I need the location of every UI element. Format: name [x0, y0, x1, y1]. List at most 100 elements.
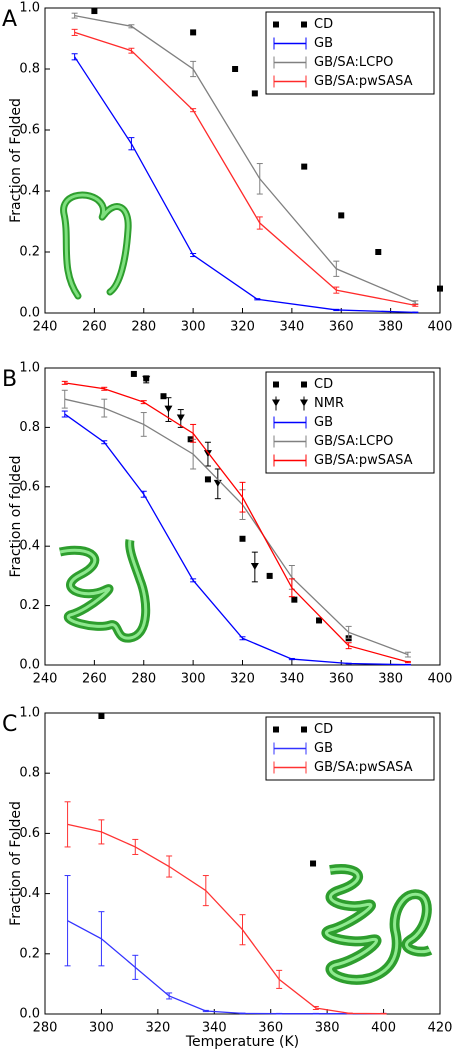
error-bar	[404, 663, 411, 666]
legend-label: CD	[314, 722, 333, 737]
error-bar	[61, 380, 68, 385]
y-tick-label: 0.0	[19, 306, 40, 321]
y-tick-label: 0.2	[19, 946, 40, 961]
series-line	[64, 413, 408, 666]
data-point	[164, 405, 173, 413]
x-tick-label: 300	[89, 1021, 114, 1036]
y-tick-label: 0.8	[19, 766, 40, 781]
error-bar	[132, 954, 139, 980]
error-bar	[190, 578, 197, 583]
error-bar	[404, 660, 411, 664]
error-bar	[254, 298, 261, 301]
x-tick-label: 300	[181, 320, 206, 335]
y-tick-label: 0.2	[19, 598, 40, 613]
y-tick-label: 1.0	[19, 361, 40, 376]
y-axis-label: Fraction of folded	[8, 455, 24, 577]
y-tick-label: 0.0	[19, 658, 40, 673]
series-line	[74, 56, 416, 314]
error-bar	[61, 389, 68, 409]
x-tick-label: 320	[145, 1021, 170, 1036]
error-bar	[239, 914, 246, 946]
x-tick-label: 380	[378, 672, 403, 687]
error-bar	[345, 642, 352, 650]
protein-b	[58, 539, 151, 643]
y-tick-label: 0.8	[19, 62, 40, 77]
protein-a	[60, 191, 132, 300]
error-bar	[140, 490, 147, 498]
x-tick-label: 380	[378, 320, 403, 335]
error-bar	[256, 216, 263, 230]
legend-marker	[301, 726, 307, 733]
data-point	[130, 370, 137, 377]
series-line	[64, 382, 409, 663]
x-tick-label: 340	[279, 320, 304, 335]
y-tick-label: 0.6	[19, 826, 40, 841]
error-bar	[345, 625, 352, 639]
x-tick-label: 340	[202, 1021, 227, 1036]
protein-highlight	[325, 867, 431, 982]
legend-label: CD	[314, 377, 333, 392]
y-tick-label: 0.6	[19, 479, 40, 494]
data-point	[250, 562, 259, 570]
y-tick-label: 0.4	[19, 184, 40, 199]
legend-marker	[273, 726, 279, 733]
series-line	[67, 920, 384, 1015]
legend-label: GB	[314, 741, 333, 756]
x-tick-label: 400	[428, 672, 453, 687]
data-point	[251, 90, 258, 97]
data-point	[98, 713, 105, 720]
error-bar	[345, 662, 352, 665]
data-point	[204, 476, 211, 483]
error-bar	[256, 163, 263, 195]
error-bar	[98, 819, 105, 845]
y-axis-label: Fraction of Folded	[8, 98, 24, 223]
error-bar	[190, 438, 197, 470]
data-point	[213, 479, 222, 487]
error-bar	[239, 1012, 246, 1015]
error-bar	[404, 651, 411, 658]
legend-label: GB/SA:LCPO	[314, 434, 393, 449]
y-tick-label: 1.0	[19, 706, 40, 721]
x-tick-label: 400	[428, 320, 453, 335]
x-tick-label: 240	[33, 320, 58, 335]
legend-marker	[300, 399, 308, 407]
error-bar	[288, 657, 295, 661]
data-point	[266, 572, 273, 579]
error-bar	[98, 911, 105, 967]
x-tick-label: 280	[131, 320, 156, 335]
error-bar	[346, 1012, 353, 1015]
legend-label: GB	[314, 415, 333, 430]
legend-marker	[273, 381, 279, 388]
series-line	[67, 823, 384, 1015]
data-point	[203, 450, 212, 458]
error-bar	[101, 440, 108, 445]
x-tick-label: 360	[329, 320, 354, 335]
x-tick-label: 260	[82, 320, 107, 335]
data-point	[375, 249, 382, 255]
error-bar	[71, 12, 78, 19]
legend: CD GB GB/SA:pwSASA	[265, 716, 435, 781]
error-bar	[101, 398, 108, 418]
y-tick-label: 0.8	[19, 420, 40, 435]
legend-label: CD	[314, 17, 333, 32]
data-point	[91, 8, 98, 15]
data-point	[291, 596, 298, 603]
x-tick-label: 360	[329, 672, 354, 687]
error-bar	[239, 636, 246, 641]
data-point	[190, 29, 197, 36]
error-bar	[101, 386, 108, 391]
error-bar	[412, 303, 419, 307]
error-bar	[276, 969, 283, 989]
legend-label: GB/SA:pwSASA	[314, 453, 413, 468]
error-bar	[333, 286, 340, 294]
x-tick-label: 280	[131, 672, 156, 687]
error-bar	[128, 47, 135, 54]
error-bar	[202, 875, 209, 907]
data-point	[176, 414, 185, 422]
panel-label: C	[2, 712, 17, 737]
panel: 0.0 0.2 0.4 0.6 0.8 1.0 240 260 280 300 320 340 360 3…	[2, 1, 452, 335]
error-bar	[190, 108, 197, 113]
error-bar	[132, 838, 139, 855]
legend-box	[265, 11, 435, 95]
error-bar	[166, 855, 173, 878]
